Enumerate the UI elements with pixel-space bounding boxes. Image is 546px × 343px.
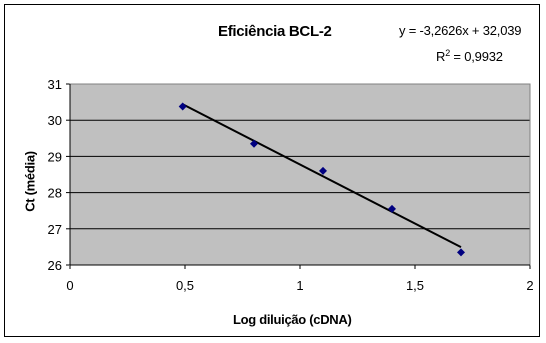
data-point <box>457 248 465 257</box>
x-tick-label: 1,5 <box>406 278 424 293</box>
y-tick-label: 31 <box>48 77 62 92</box>
x-tick-label: 2 <box>526 278 533 293</box>
x-tick-label: 1 <box>296 278 303 293</box>
y-tick-label: 27 <box>48 222 62 237</box>
trendline-equation: y = -3,2626x + 32,039 <box>399 23 522 38</box>
trendline <box>182 103 462 249</box>
y-tick-label: 30 <box>48 113 62 128</box>
y-tick-label: 28 <box>48 186 62 201</box>
data-point <box>388 204 396 213</box>
r-squared-prefix: R <box>436 49 446 64</box>
y-tick-label: 29 <box>48 149 62 164</box>
data-point <box>178 102 187 111</box>
r-squared-value: = 0,9932 <box>450 49 503 64</box>
x-tick-label: 0,5 <box>176 278 194 293</box>
y-tick-label: 26 <box>48 258 62 273</box>
chart-title: Eficiência BCL-2 <box>218 23 332 40</box>
y-axis-label: Ct (média) <box>22 151 38 212</box>
r-squared-label: R2 = 0,9932 <box>436 48 503 64</box>
x-tick-label: 0 <box>66 278 73 293</box>
plot-area <box>70 84 530 265</box>
data-point <box>250 139 258 148</box>
axes <box>66 83 531 269</box>
r-squared-exponent: 2 <box>445 48 451 58</box>
data-points <box>178 102 465 257</box>
tick-labels: 26 27 28 29 30 31 0 0,5 1 1,5 2 <box>48 77 534 293</box>
data-point <box>319 166 327 175</box>
x-axis-label: Log diluição (cDNA) <box>233 312 352 327</box>
